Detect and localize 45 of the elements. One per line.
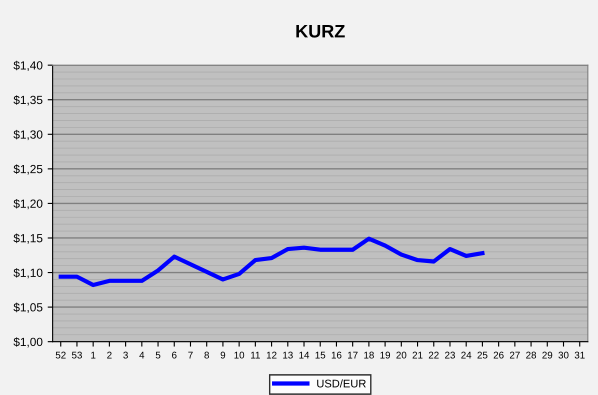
x-tick-label: 12: [266, 352, 276, 358]
x-tick-label: 23: [445, 352, 455, 359]
x-tick-label: 4: [139, 352, 144, 358]
x-tick-label: 1: [91, 352, 96, 358]
line-series: [58, 236, 484, 288]
x-tick-label: 17: [348, 352, 358, 358]
chart-title: KURZ: [296, 24, 345, 38]
x-tick-label: 27: [510, 352, 520, 358]
y-tick-label: $1,20: [13, 198, 42, 210]
x-tick-label: 30: [558, 352, 569, 359]
x-tick-label: 11: [251, 352, 260, 358]
x-tick-label: 2: [107, 352, 112, 358]
x-tick-label: 22: [428, 352, 439, 358]
x-tick-label: 13: [283, 352, 293, 359]
x-tick-label: 14: [299, 352, 310, 358]
x-tick-label: 7: [188, 352, 193, 358]
x-tick-label: 25: [477, 352, 488, 359]
x-tick-label: 52: [56, 352, 66, 359]
x-tick-label: 28: [526, 352, 536, 359]
x-tick-label: 6: [172, 352, 177, 359]
x-tick-label: 19: [380, 352, 390, 359]
y-tick-label: $1,35: [13, 95, 42, 106]
y-tick-label: $1,00: [13, 337, 42, 348]
x-tick-label: 15: [316, 352, 326, 359]
y-tick-label: $1,05: [13, 302, 42, 313]
x-tick-label: 53: [72, 352, 82, 359]
y-tick-label: $1,15: [13, 234, 42, 244]
x-tick-label: 16: [332, 352, 342, 359]
x-tick-label: 18: [364, 352, 374, 359]
x-tick-label: 9: [220, 352, 226, 359]
x-tick-label: 8: [204, 352, 209, 359]
y-tick-label: $1,30: [13, 130, 42, 140]
y-tick-label: $1,25: [13, 164, 42, 175]
x-tick-label: 5: [156, 352, 160, 359]
x-tick-label: 10: [234, 352, 244, 359]
x-tick-label: 20: [396, 352, 406, 359]
x-tick-label: 31: [574, 352, 585, 359]
legend-label: USD/EUR: [317, 379, 366, 388]
x-tick-label: 21: [412, 352, 422, 358]
x-tick-label: 3: [123, 352, 128, 359]
x-tick-label: 29: [542, 352, 552, 359]
x-tick-label: 26: [494, 352, 504, 359]
x-tick-label: 24: [461, 352, 472, 358]
y-tick-label: $1,40: [13, 60, 42, 71]
y-tick-label: $1,10: [13, 268, 42, 278]
